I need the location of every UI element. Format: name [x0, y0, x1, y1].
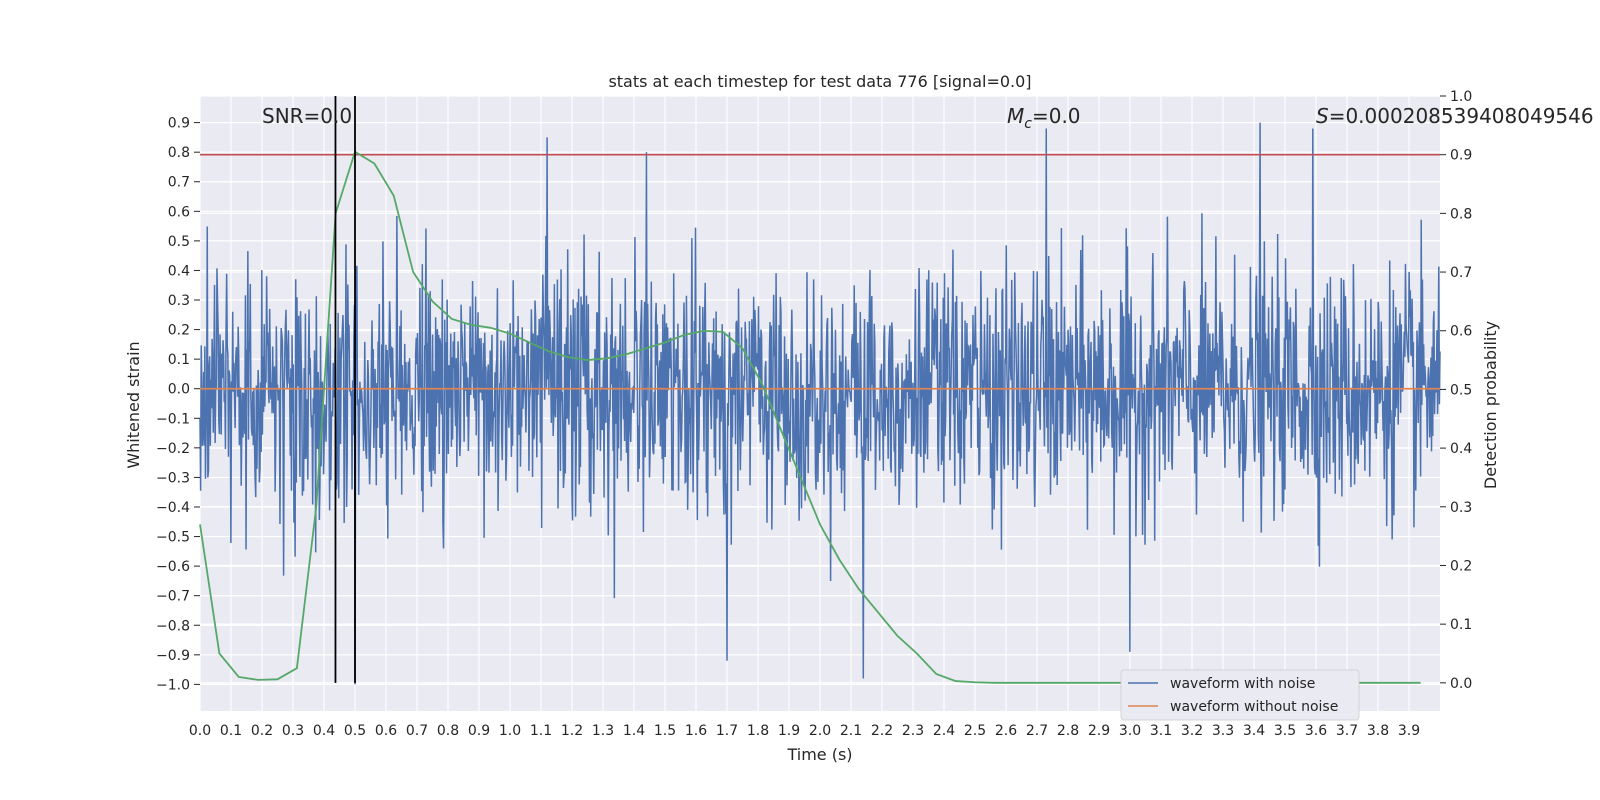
y-right-tick-label: 0.5	[1450, 382, 1472, 398]
y-left-tick-label: −0.6	[156, 559, 190, 575]
y-right-tick-label: 0.7	[1450, 265, 1472, 281]
legend: waveform with noise waveform without noi…	[1120, 669, 1360, 721]
y-left-tick-label: 0.5	[168, 234, 190, 250]
x-tick-label: 0.3	[282, 723, 304, 739]
x-tick-label: 2.7	[1026, 723, 1048, 739]
legend-label-clean: waveform without noise	[1170, 699, 1338, 715]
x-tick-label: 3.9	[1398, 723, 1420, 739]
s-value: =0.00020853940804954​6	[1329, 104, 1594, 128]
x-tick-label: 1.9	[778, 723, 800, 739]
x-tick-label: 1.8	[747, 723, 769, 739]
x-axis-label: Time (s)	[786, 745, 852, 764]
snr-annotation: SNR=0.0	[262, 104, 352, 128]
x-tick-label: 3.8	[1367, 723, 1389, 739]
x-tick-label: 2.3	[902, 723, 924, 739]
y-right-tick-label: 0.8	[1450, 206, 1472, 222]
x-tick-label: 3.2	[1181, 723, 1203, 739]
x-tick-label: 1.1	[530, 723, 552, 739]
x-tick-label: 1.2	[561, 723, 583, 739]
y-left-tick-label: 0.0	[168, 382, 190, 398]
x-tick-label: 3.4	[1243, 723, 1265, 739]
y-left-tick-label: −0.7	[156, 589, 190, 605]
y-left-tick-label: 0.8	[168, 145, 190, 161]
y-left-tick-label: −0.2	[156, 441, 190, 457]
x-tick-label: 3.1	[1150, 723, 1172, 739]
x-axis-ticks: 0.0 0.1 0.2 0.3 0.4 0.5 0.6 0.7 0.8 0.9 1.0 1.1 1.2 1…	[189, 723, 1420, 739]
x-tick-label: 1.0	[499, 723, 521, 739]
x-tick-label: 0.6	[375, 723, 397, 739]
x-tick-label: 0.4	[313, 723, 335, 739]
x-tick-label: 1.3	[592, 723, 614, 739]
y-left-tick-label: −0.9	[156, 648, 190, 664]
x-tick-label: 1.6	[685, 723, 707, 739]
y-left-tick-label: 0.4	[168, 263, 190, 279]
mc-annotation: Mc=0.0	[1007, 104, 1081, 132]
x-tick-label: 0.9	[468, 723, 490, 739]
y-left-axis-ticks: −1.0 −0.9 −0.8 −0.7 −0.6 −0.5 −0.4 −0.3 −0.2 −0.1…	[156, 116, 200, 693]
legend-box	[1120, 669, 1360, 721]
x-tick-label: 3.3	[1212, 723, 1234, 739]
x-tick-label: 2.9	[1088, 723, 1110, 739]
y-left-tick-label: −0.8	[156, 618, 190, 634]
x-tick-label: 1.5	[654, 723, 676, 739]
y-right-tick-label: 0.0	[1450, 676, 1472, 692]
x-tick-label: 2.4	[933, 723, 955, 739]
y-right-axis-label: Detection probability	[1481, 321, 1500, 489]
x-tick-label: 0.1	[220, 723, 242, 739]
y-right-axis-ticks: 0.0 0.1 0.2 0.3 0.4 0.5 0.6 0.7 0.8 0.9 1.0	[1440, 89, 1472, 692]
y-left-tick-label: 0.2	[168, 323, 190, 339]
x-tick-label: 0.2	[251, 723, 273, 739]
y-right-tick-label: 0.3	[1450, 500, 1472, 516]
y-right-tick-label: 1.0	[1450, 89, 1472, 105]
y-right-tick-label: 0.4	[1450, 441, 1472, 457]
y-right-tick-label: 0.1	[1450, 617, 1472, 633]
y-left-tick-label: −1.0	[156, 677, 190, 693]
x-tick-label: 2.6	[995, 723, 1017, 739]
y-right-tick-label: 0.9	[1450, 148, 1472, 164]
y-left-tick-label: 0.9	[168, 116, 190, 132]
x-tick-label: 0.5	[344, 723, 366, 739]
y-left-tick-label: −0.1	[156, 411, 190, 427]
x-tick-label: 1.4	[623, 723, 645, 739]
x-tick-label: 3.5	[1274, 723, 1296, 739]
x-tick-label: 3.6	[1305, 723, 1327, 739]
chart-title: stats at each timestep for test data 776…	[608, 72, 1031, 91]
x-tick-label: 2.2	[871, 723, 893, 739]
x-tick-label: 2.8	[1057, 723, 1079, 739]
x-tick-label: 0.7	[406, 723, 428, 739]
s-symbol: S	[1316, 104, 1329, 128]
y-left-tick-label: −0.4	[156, 500, 190, 516]
series-line-waveform-with-noise	[199, 122, 1441, 685]
x-tick-label: 3.0	[1119, 723, 1141, 739]
x-tick-label: 2.0	[809, 723, 831, 739]
x-tick-label: 2.5	[964, 723, 986, 739]
legend-label-noise: waveform with noise	[1170, 676, 1315, 692]
y-left-tick-label: 0.7	[168, 175, 190, 191]
mc-value: =0.0	[1032, 104, 1081, 128]
y-left-tick-label: 0.3	[168, 293, 190, 309]
s-annotation: S=0.00020853940804954​6	[1316, 104, 1594, 128]
y-right-tick-label: 0.2	[1450, 558, 1472, 574]
x-tick-label: 3.7	[1336, 723, 1358, 739]
y-left-axis-label: Whitened strain	[124, 341, 143, 468]
x-tick-label: 0.8	[437, 723, 459, 739]
y-left-tick-label: −0.3	[156, 470, 190, 486]
y-right-tick-label: 0.6	[1450, 324, 1472, 340]
mc-subscript: c	[1024, 116, 1032, 132]
y-left-tick-label: −0.5	[156, 530, 190, 546]
x-tick-label: 2.1	[840, 723, 862, 739]
y-left-tick-label: 0.1	[168, 352, 190, 368]
x-tick-label: 0.0	[189, 723, 211, 739]
y-left-tick-label: 0.6	[168, 204, 190, 220]
x-tick-label: 1.7	[716, 723, 738, 739]
mc-symbol: M	[1007, 104, 1024, 128]
